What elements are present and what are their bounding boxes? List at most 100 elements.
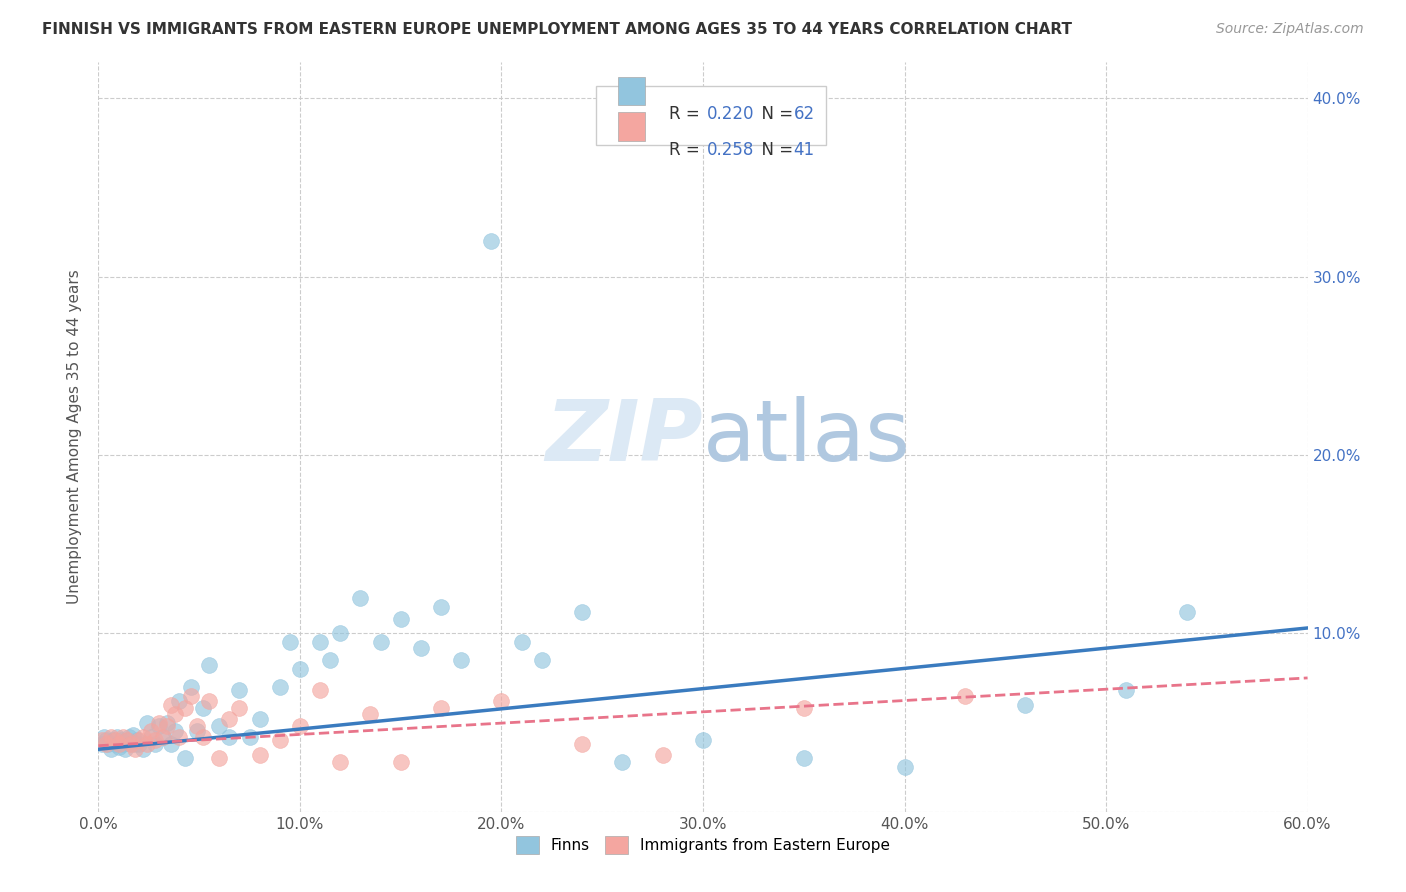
Point [430, 701, 453, 715]
Point [1175, 605, 1198, 619]
Point [389, 612, 412, 626]
Point [160, 698, 183, 712]
Point [288, 662, 311, 676]
Point [180, 680, 202, 694]
Point [481, 234, 503, 248]
Point [571, 605, 593, 619]
Point [96, 737, 118, 751]
Point [389, 755, 412, 769]
Point [269, 680, 291, 694]
Point [530, 653, 553, 667]
Point [152, 730, 174, 744]
Point [118, 730, 141, 744]
Point [111, 737, 134, 751]
Text: N =: N = [751, 141, 799, 159]
Point [160, 737, 183, 751]
Text: R =: R = [669, 105, 706, 123]
Point [101, 733, 124, 747]
Point [349, 591, 371, 605]
Point [167, 730, 190, 744]
Point [370, 635, 392, 649]
Point [152, 730, 174, 744]
Y-axis label: Unemployment Among Ages 35 to 44 years: Unemployment Among Ages 35 to 44 years [67, 269, 83, 605]
Point [163, 706, 186, 721]
Point [193, 701, 215, 715]
Text: 0.220: 0.220 [707, 105, 754, 123]
Legend: Finns, Immigrants from Eastern Europe: Finns, Immigrants from Eastern Europe [509, 830, 897, 860]
Point [278, 635, 301, 649]
Point [111, 730, 134, 744]
Point [143, 737, 166, 751]
Point [319, 653, 342, 667]
Point [97, 737, 120, 751]
Point [430, 599, 453, 614]
Text: N =: N = [751, 105, 799, 123]
Text: FINNISH VS IMMIGRANTS FROM EASTERN EUROPE UNEMPLOYMENT AMONG AGES 35 TO 44 YEARS: FINNISH VS IMMIGRANTS FROM EASTERN EUROP… [42, 22, 1073, 37]
Point [186, 719, 208, 733]
Point [115, 733, 138, 747]
Point [510, 635, 533, 649]
Point [114, 742, 136, 756]
Point [198, 658, 221, 673]
Point [571, 737, 593, 751]
Point [249, 712, 271, 726]
Point [148, 715, 170, 730]
Point [309, 635, 332, 649]
Point [120, 737, 142, 751]
Point [125, 733, 148, 747]
Text: 0.258: 0.258 [707, 141, 754, 159]
Point [103, 737, 125, 751]
Point [409, 640, 432, 655]
FancyBboxPatch shape [619, 112, 645, 141]
Point [128, 737, 150, 751]
Point [174, 751, 197, 765]
Point [167, 694, 190, 708]
Point [156, 719, 179, 733]
Point [612, 755, 634, 769]
Point [124, 737, 146, 751]
Point [139, 730, 162, 744]
Point [135, 737, 157, 751]
Point [360, 706, 382, 721]
Point [329, 626, 352, 640]
Point [953, 689, 976, 703]
Point [107, 740, 129, 755]
Text: atlas: atlas [703, 395, 911, 479]
Point [1014, 698, 1036, 712]
Point [180, 689, 202, 703]
Point [186, 724, 208, 739]
Text: Source: ZipAtlas.com: Source: ZipAtlas.com [1216, 22, 1364, 37]
Point [491, 694, 513, 708]
Point [132, 730, 155, 744]
Point [124, 742, 146, 756]
Point [143, 733, 166, 747]
Point [156, 715, 179, 730]
Point [269, 733, 291, 747]
Point [91, 737, 114, 751]
Point [105, 730, 128, 744]
Point [793, 751, 815, 765]
Point [288, 719, 311, 733]
FancyBboxPatch shape [619, 77, 645, 105]
Point [163, 724, 186, 739]
Point [96, 733, 118, 747]
Point [692, 733, 714, 747]
Point [103, 733, 125, 747]
Text: 62: 62 [793, 105, 815, 123]
Point [110, 733, 132, 747]
Point [249, 747, 271, 762]
Text: ZIP: ZIP [546, 395, 703, 479]
Point [228, 701, 250, 715]
Point [128, 733, 150, 747]
Point [228, 683, 250, 698]
Point [91, 733, 114, 747]
Point [309, 683, 332, 698]
Text: R = 0.220   N = 62
   R = 0.258   N = 41: R = 0.220 N = 62 R = 0.258 N = 41 [606, 96, 817, 135]
Point [132, 742, 155, 756]
Point [135, 715, 157, 730]
Point [208, 751, 231, 765]
Point [120, 737, 142, 751]
Text: R =: R = [669, 141, 706, 159]
Point [218, 712, 240, 726]
Text: 41: 41 [793, 141, 815, 159]
